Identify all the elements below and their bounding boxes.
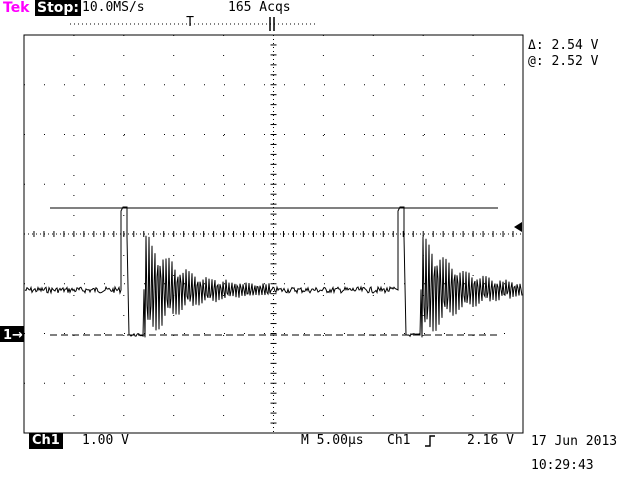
acquisition-count: 165 Acqs <box>228 0 291 15</box>
center-marker <box>269 17 275 31</box>
trigger-level: 2.16 V <box>467 433 514 448</box>
date-stamp: 17 Jun 2013 <box>531 434 618 449</box>
status-bar: Tek Stop: 10.0MS/s 165 Acqs <box>0 0 640 20</box>
trigger-level-arrow <box>514 222 522 232</box>
brand-label: Tek <box>3 0 30 16</box>
trigger-source: Ch1 <box>387 433 411 448</box>
settings-bar: Ch1 1.00 V M 5.00µs Ch1 2.16 V 17 Jun 20… <box>0 433 640 480</box>
time-stamp: 10:29:43 <box>531 458 594 473</box>
channel1-ground-marker <box>0 326 24 342</box>
sample-rate: 10.0MS/s <box>82 0 145 15</box>
rising-edge-icon <box>424 433 436 450</box>
channel1-ground-label: 1→ <box>3 328 23 343</box>
run-state-badge[interactable]: Stop: <box>35 0 82 16</box>
cursor-at-readout: @: 2.52 V <box>528 54 599 69</box>
cursor-delta-readout: Δ: 2.54 V <box>528 38 599 53</box>
trigger-position-marker: T <box>186 15 194 30</box>
volts-per-div: 1.00 V <box>82 433 129 448</box>
timebase: M 5.00µs <box>301 433 364 448</box>
channel-badge[interactable]: Ch1 <box>29 433 63 449</box>
waveform-trace <box>24 206 523 338</box>
